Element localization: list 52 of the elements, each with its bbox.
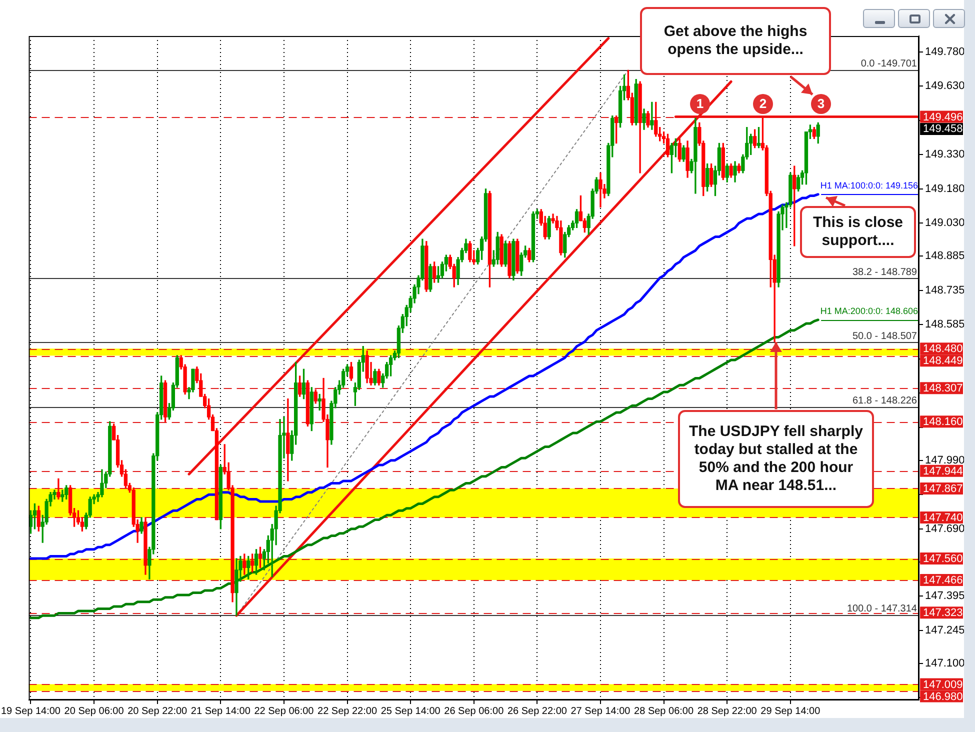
x-tick-label: 21 Sep 14:00 bbox=[190, 706, 251, 717]
x-tick-label: 25 Sep 14:00 bbox=[380, 706, 441, 717]
x-tick-label: 29 Sep 14:00 bbox=[760, 706, 821, 717]
ref-line-label: 147.323 bbox=[923, 607, 963, 620]
y-tick-label: 149.630 bbox=[925, 80, 965, 92]
x-tick-label: 20 Sep 22:00 bbox=[128, 706, 188, 717]
ref-line-label: 148.160 bbox=[923, 416, 963, 428]
x-tick-label: 27 Sep 14:00 bbox=[570, 706, 631, 717]
x-tick-label: 19 Sep 14:00 bbox=[1, 706, 61, 717]
series-label: H1 MA:100:0:0: 149.156 bbox=[820, 180, 918, 190]
y-tick-label: 147.690 bbox=[925, 522, 965, 535]
y-tick-label: 148.735 bbox=[925, 284, 965, 296]
y-tick-label: 148.585 bbox=[925, 318, 965, 331]
ref-line-label: 147.867 bbox=[923, 483, 963, 496]
x-tick-label: 28 Sep 06:00 bbox=[634, 706, 694, 717]
candlestick bbox=[318, 394, 322, 411]
y-tick-label: 147.245 bbox=[925, 624, 965, 636]
annotation: 38.2 - 148.789 bbox=[852, 266, 918, 278]
annotation: 50.0 - 148.507 bbox=[852, 331, 918, 342]
ref-line-label: 149.496 bbox=[923, 111, 963, 124]
x-tick-label: 22 Sep 22:00 bbox=[318, 706, 378, 717]
callout-box: The USDJPY fell sharply today but stalled at the 50% and the 200 hour MA near 148.51... bbox=[678, 410, 874, 508]
ref-line-label: 147.009 bbox=[923, 678, 963, 691]
y-tick-label: 147.395 bbox=[925, 590, 965, 602]
annotation: 0.0 -149.701 bbox=[860, 58, 918, 70]
y-tick-label: 147.100 bbox=[925, 658, 965, 670]
ref-line-label: 147.740 bbox=[923, 512, 963, 524]
ref-line-label: 147.466 bbox=[923, 574, 963, 587]
ref-line-label: 148.449 bbox=[923, 355, 963, 368]
ref-line-label: 147.560 bbox=[923, 553, 963, 566]
ref-line-label: 148.307 bbox=[923, 382, 963, 395]
x-tick-label: 26 Sep 06:00 bbox=[444, 706, 504, 717]
candlestick bbox=[650, 102, 654, 130]
annotation: 61.8 - 148.226 bbox=[852, 395, 918, 406]
x-tick-label: 22 Sep 06:00 bbox=[254, 706, 314, 717]
y-tick-label: 149.180 bbox=[925, 182, 965, 195]
x-tick-label: 28 Sep 22:00 bbox=[697, 706, 758, 717]
y-tick-label: 147.990 bbox=[925, 454, 965, 466]
y-tick-label: 149.030 bbox=[925, 217, 965, 230]
text: 149.458 bbox=[920, 123, 963, 135]
callout-box: This is close support.... bbox=[800, 206, 916, 258]
x-tick-label: 26 Sep 22:00 bbox=[507, 706, 568, 717]
ref-line-label: 146.980 bbox=[923, 690, 963, 703]
y-tick-label: 149.780 bbox=[925, 46, 965, 58]
ref-line-label: 148.480 bbox=[923, 343, 963, 356]
series-label: H1 MA:200:0:0: 148.606 bbox=[820, 306, 918, 316]
x-tick-label: 20 Sep 06:00 bbox=[64, 706, 124, 717]
annotation: 100.0 - 147.314 bbox=[846, 603, 918, 614]
y-tick-label: 148.885 bbox=[925, 250, 965, 262]
y-tick-label: 149.330 bbox=[925, 148, 965, 161]
callout-box: Get above the highs opens the upside... bbox=[640, 7, 831, 75]
ref-line-label: 147.944 bbox=[923, 465, 963, 478]
